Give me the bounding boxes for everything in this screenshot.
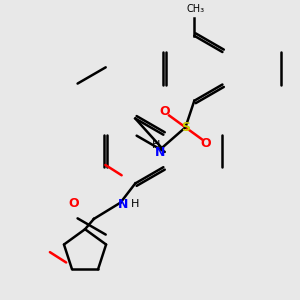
Text: N: N: [118, 198, 129, 211]
Text: N: N: [155, 146, 166, 159]
Text: S: S: [181, 121, 190, 134]
Text: H: H: [152, 140, 160, 150]
Text: CH₃: CH₃: [187, 4, 205, 14]
Text: O: O: [160, 105, 170, 118]
Text: O: O: [69, 197, 80, 210]
Text: O: O: [201, 137, 212, 150]
Text: H: H: [131, 199, 140, 209]
